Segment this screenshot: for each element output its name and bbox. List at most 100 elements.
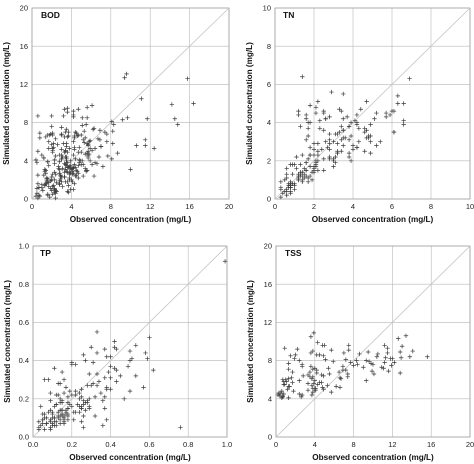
data-point-marker — [71, 171, 76, 176]
data-point-marker — [337, 107, 342, 112]
data-point-marker — [382, 360, 387, 365]
data-point-marker — [50, 184, 55, 189]
data-point-marker — [317, 352, 322, 358]
data-point-marker — [83, 169, 89, 174]
data-point-marker — [326, 366, 331, 371]
data-point-marker — [48, 390, 53, 396]
data-point-marker — [57, 381, 63, 386]
data-point-marker — [71, 409, 76, 415]
data-point-marker — [83, 408, 88, 413]
data-point-marker — [315, 168, 321, 173]
data-point-marker — [72, 181, 77, 186]
data-point-marker — [46, 163, 51, 168]
y-tick-label: 12 — [264, 318, 272, 327]
data-point-marker — [52, 177, 57, 183]
plot-frame — [32, 245, 228, 438]
data-point-marker — [73, 129, 78, 135]
data-point-marker — [55, 142, 60, 147]
data-point-marker — [34, 160, 40, 165]
data-point-marker — [327, 147, 332, 152]
data-point-marker — [366, 359, 372, 364]
data-point-marker — [42, 183, 48, 188]
data-point-marker — [92, 146, 98, 151]
data-point-marker — [72, 162, 77, 167]
panel-label-bod: BOD — [41, 10, 60, 20]
data-point-marker — [59, 400, 65, 405]
data-point-marker — [46, 146, 51, 151]
chart-panel-bod: 0 4 8 12 16 20 0 4 8 12 16 20 Observed concentration… — [2, 4, 233, 224]
data-point-marker — [362, 126, 367, 131]
data-point-marker — [305, 388, 311, 393]
data-point-marker — [321, 110, 326, 116]
data-point-marker — [341, 350, 347, 356]
data-point-marker — [49, 113, 54, 119]
plot-frame — [275, 245, 471, 438]
data-point-marker — [275, 392, 281, 398]
data-point-marker — [50, 192, 55, 197]
data-point-marker — [45, 159, 50, 164]
data-point-marker — [329, 89, 334, 95]
data-point-marker — [348, 133, 354, 139]
data-point-marker — [54, 180, 59, 185]
data-point-marker — [89, 345, 94, 350]
data-point-marker — [65, 109, 70, 115]
data-point-marker — [309, 177, 315, 183]
data-point-marker — [65, 170, 70, 175]
data-point-marker — [300, 152, 305, 158]
data-point-marker — [277, 393, 283, 399]
data-point-marker — [108, 364, 113, 369]
data-point-marker — [85, 155, 91, 161]
y-tick-label: 0 — [268, 433, 272, 442]
data-point-marker — [357, 351, 362, 357]
data-point-marker — [282, 177, 287, 183]
data-point-marker — [82, 166, 88, 171]
data-point-marker — [320, 385, 325, 390]
data-point-marker — [358, 107, 363, 112]
data-point-marker — [331, 164, 336, 169]
data-point-marker — [44, 180, 49, 185]
data-point-marker — [63, 162, 68, 167]
x-tick-label: 20 — [225, 202, 233, 211]
data-point-marker — [325, 145, 330, 150]
data-point-marker — [65, 413, 71, 419]
data-point-marker — [65, 406, 71, 411]
y-axis-title: Simulated concentration (mg/L) — [245, 42, 254, 165]
data-point-marker — [74, 130, 79, 136]
data-point-marker — [354, 358, 359, 363]
data-point-marker — [281, 382, 286, 387]
data-point-marker — [51, 145, 56, 150]
data-point-marker — [335, 141, 340, 146]
data-point-marker — [48, 427, 53, 432]
data-point-marker — [327, 156, 332, 162]
y-tick-label: 8 — [24, 118, 28, 127]
x-axis-title: Observed concentration (mg/L) — [70, 215, 192, 224]
data-point-marker — [310, 348, 316, 354]
data-point-marker — [321, 128, 326, 133]
data-point-marker — [87, 396, 92, 401]
data-point-marker — [321, 353, 326, 359]
data-point-marker — [321, 156, 326, 162]
data-point-marker — [41, 155, 47, 161]
one-to-one-line — [31, 7, 230, 200]
data-point-marker — [114, 379, 119, 384]
data-point-marker — [63, 167, 68, 172]
data-point-marker — [298, 162, 303, 167]
data-point-marker — [297, 378, 302, 383]
data-point-marker — [317, 126, 323, 131]
data-point-marker — [110, 128, 115, 134]
data-point-marker — [143, 350, 148, 356]
data-point-marker — [315, 152, 321, 158]
data-point-marker — [33, 193, 39, 199]
x-tick-label: 0.6 — [144, 440, 154, 449]
data-point-marker — [141, 385, 146, 390]
data-point-marker — [368, 122, 373, 127]
data-point-marker — [385, 345, 390, 351]
data-point-marker — [315, 141, 321, 146]
data-point-marker — [315, 149, 321, 154]
data-point-marker — [315, 99, 321, 104]
data-point-marker — [49, 142, 54, 147]
data-point-marker — [398, 355, 404, 360]
data-point-marker — [85, 149, 91, 154]
data-point-marker — [49, 124, 54, 129]
data-point-marker — [109, 119, 114, 124]
